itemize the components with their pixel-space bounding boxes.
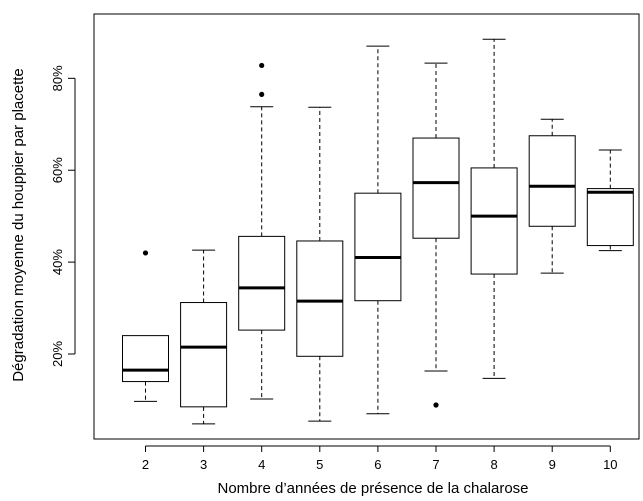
box-iqr xyxy=(238,235,286,331)
box-iqr xyxy=(296,240,344,357)
y-tick-label: 60% xyxy=(50,157,65,183)
box-iqr xyxy=(122,335,169,383)
box-7 xyxy=(412,62,460,408)
box-iqr xyxy=(412,137,460,239)
x-tick-label: 6 xyxy=(374,457,381,472)
box-10 xyxy=(586,149,634,252)
box-2 xyxy=(122,250,169,402)
box-4 xyxy=(238,62,286,400)
box-iqr xyxy=(528,135,576,227)
x-tick-label: 3 xyxy=(200,457,207,472)
box-iqr xyxy=(180,302,228,408)
x-tick-label: 10 xyxy=(603,457,617,472)
box-iqr xyxy=(586,188,634,247)
box-8 xyxy=(470,38,518,379)
x-tick-label: 2 xyxy=(142,457,149,472)
boxes-group xyxy=(122,38,634,425)
box-iqr xyxy=(470,167,518,275)
y-axis-label: Dégradation moyenne du houppier par plac… xyxy=(10,68,27,382)
y-tick-label: 40% xyxy=(50,249,65,275)
x-tick-label: 7 xyxy=(432,457,439,472)
x-axis: 2 3 4 5 6 7 8 9 10 xyxy=(142,445,618,472)
y-tick-label: 20% xyxy=(50,341,65,367)
box-iqr xyxy=(354,192,402,302)
x-tick-label: 5 xyxy=(316,457,323,472)
plot-frame xyxy=(93,13,640,440)
box-6 xyxy=(354,45,402,415)
box-9 xyxy=(528,118,576,274)
x-tick-label: 4 xyxy=(258,457,265,472)
outlier-point xyxy=(142,250,149,256)
outlier-point xyxy=(259,62,265,69)
x-tick-label: 9 xyxy=(549,457,556,472)
box-3 xyxy=(180,249,228,425)
outlier-point xyxy=(433,402,439,408)
y-axis: 20% 40% 60% 80% xyxy=(50,65,76,367)
x-tick-label: 8 xyxy=(490,457,497,472)
x-axis-label: Nombre d’années de présence de la chalar… xyxy=(217,480,528,497)
outlier-point xyxy=(259,91,265,98)
box-5 xyxy=(296,106,344,422)
y-tick-label: 80% xyxy=(50,65,65,91)
